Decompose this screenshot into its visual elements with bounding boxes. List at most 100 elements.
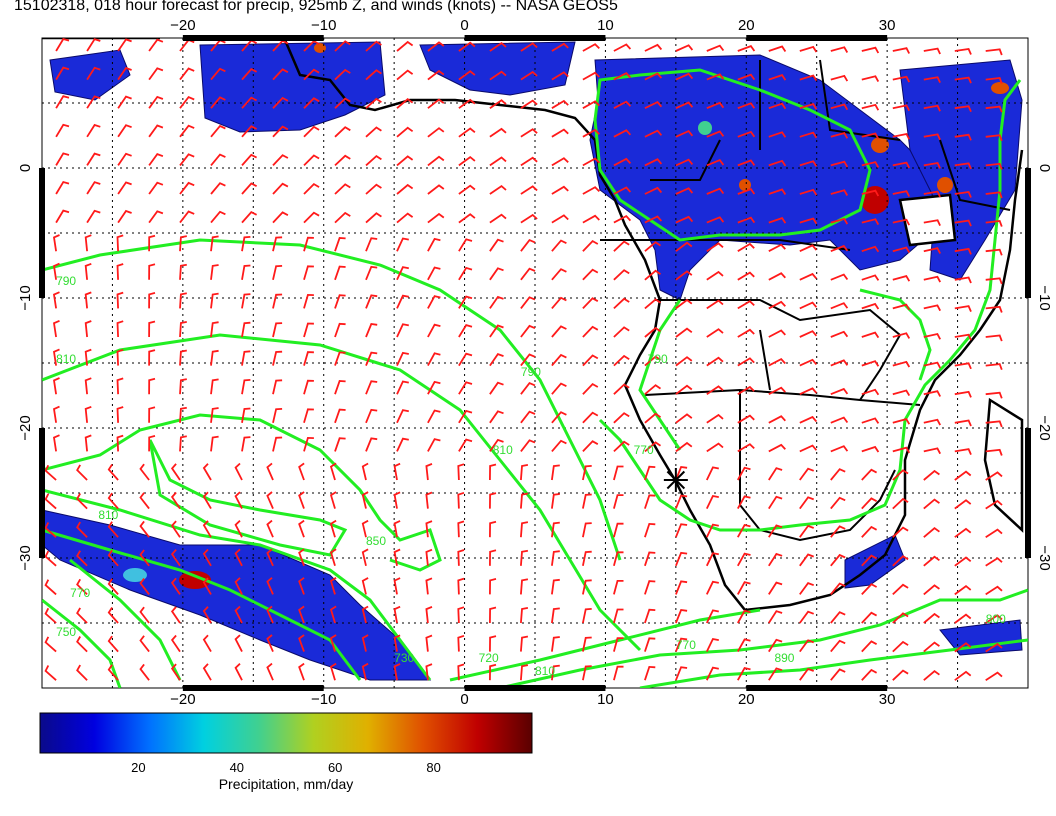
wind-barb bbox=[644, 441, 662, 453]
wind-barb bbox=[861, 497, 878, 510]
precip-core bbox=[871, 137, 889, 153]
contour-line bbox=[859, 288, 932, 381]
wind-barb bbox=[923, 247, 941, 254]
wind-barb bbox=[799, 188, 818, 196]
wind-barb bbox=[148, 181, 164, 195]
wind-barb bbox=[116, 348, 124, 366]
wind-barb bbox=[86, 38, 101, 52]
lat-tick-label-left: −20 bbox=[17, 415, 34, 440]
lat-tick-label-right: 0 bbox=[1036, 164, 1053, 172]
wind-barb bbox=[170, 491, 181, 510]
wind-barb bbox=[954, 390, 972, 398]
wind-barb bbox=[210, 435, 219, 452]
station-marker-icon bbox=[663, 468, 688, 492]
lake-victoria bbox=[898, 193, 957, 247]
wind-barb bbox=[892, 526, 909, 538]
wind-barb bbox=[830, 132, 849, 139]
wind-barb bbox=[458, 213, 476, 224]
wind-barb bbox=[985, 134, 1003, 142]
wind-barb bbox=[396, 212, 414, 224]
wind-barb bbox=[923, 190, 941, 198]
wind-barb bbox=[116, 434, 124, 452]
wind-barb bbox=[84, 405, 92, 423]
wind-barb bbox=[458, 41, 476, 52]
wind-barb bbox=[892, 418, 911, 425]
wind-barb bbox=[923, 584, 940, 596]
wind-barb bbox=[613, 494, 624, 509]
wind-barb bbox=[396, 294, 409, 309]
wind-barb bbox=[520, 213, 538, 224]
wind-barb bbox=[706, 44, 725, 52]
wind-barb bbox=[148, 435, 156, 452]
wind-barb bbox=[954, 670, 972, 681]
wind-barb bbox=[799, 272, 818, 281]
wind-barb bbox=[861, 468, 878, 481]
wind-barb bbox=[892, 246, 911, 254]
wind-barb bbox=[551, 128, 569, 138]
wind-barb bbox=[923, 133, 941, 141]
wind-barb bbox=[334, 211, 351, 224]
wind-barb bbox=[303, 379, 314, 395]
wind-barb bbox=[396, 126, 414, 138]
wind-barb bbox=[830, 74, 849, 82]
wind-barb bbox=[458, 70, 476, 81]
wind-barb bbox=[139, 549, 150, 567]
contour-line bbox=[69, 558, 182, 681]
wind-barb bbox=[737, 414, 755, 424]
wind-barb bbox=[272, 293, 283, 309]
wind-barb bbox=[644, 72, 663, 81]
wind-barb bbox=[53, 262, 60, 280]
wind-barb bbox=[210, 153, 226, 166]
wind-barb bbox=[44, 550, 57, 567]
marker-stroke bbox=[666, 470, 686, 490]
wind-barb bbox=[799, 301, 818, 310]
wind-barb bbox=[365, 97, 382, 109]
wind-barb bbox=[830, 273, 849, 281]
wind-barb bbox=[954, 305, 972, 312]
wind-barb bbox=[675, 609, 688, 624]
contour-label: 810 bbox=[493, 443, 513, 457]
wind-barb bbox=[489, 99, 507, 109]
wind-barb bbox=[892, 360, 911, 368]
wind-barb bbox=[613, 71, 632, 81]
contour-label: 750 bbox=[56, 625, 76, 639]
wind-barb bbox=[675, 580, 688, 595]
wind-barb bbox=[44, 665, 57, 681]
wind-barb bbox=[768, 552, 783, 567]
wind-barb bbox=[303, 408, 314, 424]
wind-barb bbox=[799, 131, 818, 139]
wind-barb bbox=[582, 71, 600, 81]
colorbar-tick-label: 20 bbox=[131, 760, 145, 775]
wind-barb bbox=[768, 415, 786, 424]
precip-area-guinea bbox=[199, 41, 386, 133]
wind-barb bbox=[861, 331, 880, 339]
wind-barb bbox=[117, 95, 132, 109]
wind-barb bbox=[489, 520, 497, 538]
contour-label: 800 bbox=[986, 612, 1006, 626]
wind-barb bbox=[148, 67, 164, 81]
map-border-scale bbox=[39, 35, 1031, 691]
contour-line bbox=[639, 638, 1028, 688]
wind-barb bbox=[737, 443, 755, 453]
wind-barb bbox=[365, 183, 382, 195]
wind-barb bbox=[985, 77, 1003, 84]
contour-label: 770 bbox=[634, 443, 654, 457]
wind-barb bbox=[139, 520, 150, 538]
wind-barb bbox=[768, 610, 783, 624]
wind-barb bbox=[737, 495, 751, 510]
wind-barb bbox=[705, 580, 719, 595]
lat-tick-label-right: −30 bbox=[1036, 545, 1053, 570]
wind-barb bbox=[170, 463, 181, 481]
wind-barb bbox=[139, 492, 150, 510]
wind-barb bbox=[458, 409, 473, 424]
wind-barb bbox=[613, 665, 624, 681]
wind-barb bbox=[799, 467, 815, 481]
wind-barb bbox=[116, 320, 124, 338]
wind-barb bbox=[675, 666, 688, 681]
wind-barb bbox=[923, 47, 941, 55]
wind-barb bbox=[303, 39, 320, 52]
wind-barb bbox=[613, 100, 632, 109]
wind-barb bbox=[234, 663, 243, 681]
wind-barb bbox=[644, 355, 662, 367]
wind-barb bbox=[210, 210, 226, 224]
